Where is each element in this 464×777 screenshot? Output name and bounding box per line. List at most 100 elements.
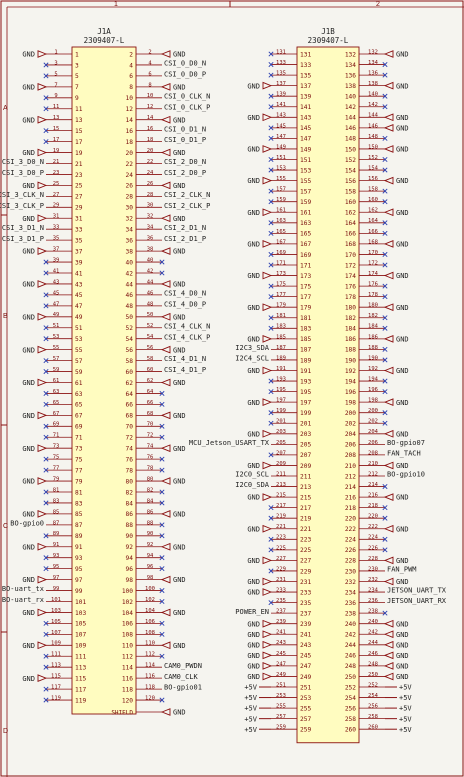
pin-number: 134 [368, 60, 379, 66]
pin-number: 17 [53, 137, 60, 143]
no-connect-marker [382, 135, 388, 141]
no-connect-marker [43, 292, 49, 298]
net-label: GND [247, 114, 260, 122]
no-connect-marker [43, 62, 49, 68]
pin-number: 96 [147, 564, 154, 570]
pin-number: 254 [345, 695, 356, 702]
net-label: CSI_4_D0_N [164, 290, 206, 298]
pin-number: 203 [276, 429, 286, 435]
ground-symbol [262, 662, 273, 670]
no-connect-marker [268, 230, 274, 236]
pin-number: 239 [276, 619, 286, 625]
net-label: GND [247, 589, 260, 597]
no-connect-marker [159, 533, 165, 539]
pin-number: 250 [368, 672, 378, 678]
net-label: GND [22, 642, 35, 650]
pin-number: 45 [53, 290, 60, 296]
pin-number: 29 [53, 203, 60, 209]
no-connect-marker [268, 251, 274, 257]
net-label: CSI_2_D1_P [164, 235, 206, 243]
pin-number: 131 [276, 49, 286, 55]
part-number: 2309407-L [308, 36, 349, 45]
no-connect-marker [159, 598, 165, 605]
pin-number: 14 [126, 117, 134, 124]
pin-number: 93 [75, 555, 83, 562]
net-label: GND [247, 631, 260, 639]
ground-symbol [383, 81, 394, 90]
net-label: GND [396, 146, 409, 154]
net-label: JETSON_UART_TX [387, 587, 447, 595]
ground-symbol [262, 672, 273, 681]
pin-number: 133 [276, 60, 286, 66]
pin-number: 106 [122, 621, 133, 628]
pin-number: 202 [368, 419, 378, 425]
pin-number: 163 [276, 218, 286, 224]
pin-number: 101 [75, 599, 86, 606]
net-label: GND [247, 557, 260, 565]
pin-number: 26 [126, 183, 134, 190]
pin-number: 63 [75, 391, 83, 398]
pin-number: 226 [368, 545, 378, 551]
pin-number: 198 [345, 399, 356, 406]
pin-number: 208 [345, 452, 356, 459]
pin-number: 13 [53, 115, 60, 121]
pin-number: 165 [276, 229, 286, 235]
no-connect-marker [268, 188, 274, 194]
no-connect-marker [43, 456, 49, 462]
ground-symbol [262, 303, 273, 312]
pin-number: 109 [51, 641, 61, 647]
pin-number: 73 [53, 444, 60, 450]
ground-symbol [37, 542, 48, 551]
ground-symbol [37, 312, 48, 321]
ground-symbol [383, 240, 394, 248]
pin-number: 196 [368, 387, 378, 393]
pin-number: 2 [129, 51, 133, 58]
pin-number: 195 [276, 387, 286, 393]
ground-symbol [383, 334, 394, 343]
pin-number: 198 [368, 398, 378, 404]
ground-symbol [262, 640, 273, 649]
net-label: GND [173, 511, 186, 519]
pin-number: 162 [368, 208, 378, 214]
pin-number: 13 [75, 117, 83, 124]
pin-number: 116 [145, 674, 155, 680]
pin-number: 227 [300, 558, 311, 565]
pin-number: 107 [75, 632, 86, 639]
net-label: GND [173, 609, 186, 617]
pin-number: 65 [53, 400, 60, 406]
pin-number: 36 [147, 236, 154, 242]
pin-number: 80 [147, 476, 154, 482]
ground-symbol [37, 444, 48, 453]
net-label: GND [396, 631, 409, 639]
pin-number: 253 [300, 695, 311, 702]
pin-number: 54 [126, 336, 134, 343]
pin-number: 91 [75, 544, 83, 551]
no-connect-marker [382, 378, 388, 384]
ground-symbol [262, 271, 273, 280]
row-label: D [3, 728, 8, 735]
pin-number: 118 [145, 685, 155, 691]
pin-number: 207 [300, 452, 311, 459]
net-label: GND [396, 82, 409, 90]
pin-number: 34 [126, 227, 134, 234]
net-label: GND [247, 146, 260, 154]
no-connect-marker [159, 390, 165, 396]
no-connect-marker [382, 536, 388, 542]
pin-number: 42 [147, 268, 154, 274]
net-label: GND [173, 379, 186, 387]
pin-number: 258 [368, 714, 378, 720]
net-label: GND [247, 673, 260, 681]
pin-number: 103 [75, 610, 86, 617]
ground-symbol [160, 641, 171, 650]
pin-number: 79 [75, 478, 83, 485]
no-connect-marker [43, 631, 49, 637]
pin-number: 140 [345, 94, 356, 101]
pin-number: 172 [345, 262, 356, 269]
designator: J1B [321, 27, 335, 36]
pin-number: 47 [75, 303, 83, 310]
net-label: GND [396, 430, 409, 438]
pin-number: 100 [145, 586, 155, 592]
no-connect-marker [159, 631, 165, 637]
pin-number: 94 [147, 553, 154, 559]
